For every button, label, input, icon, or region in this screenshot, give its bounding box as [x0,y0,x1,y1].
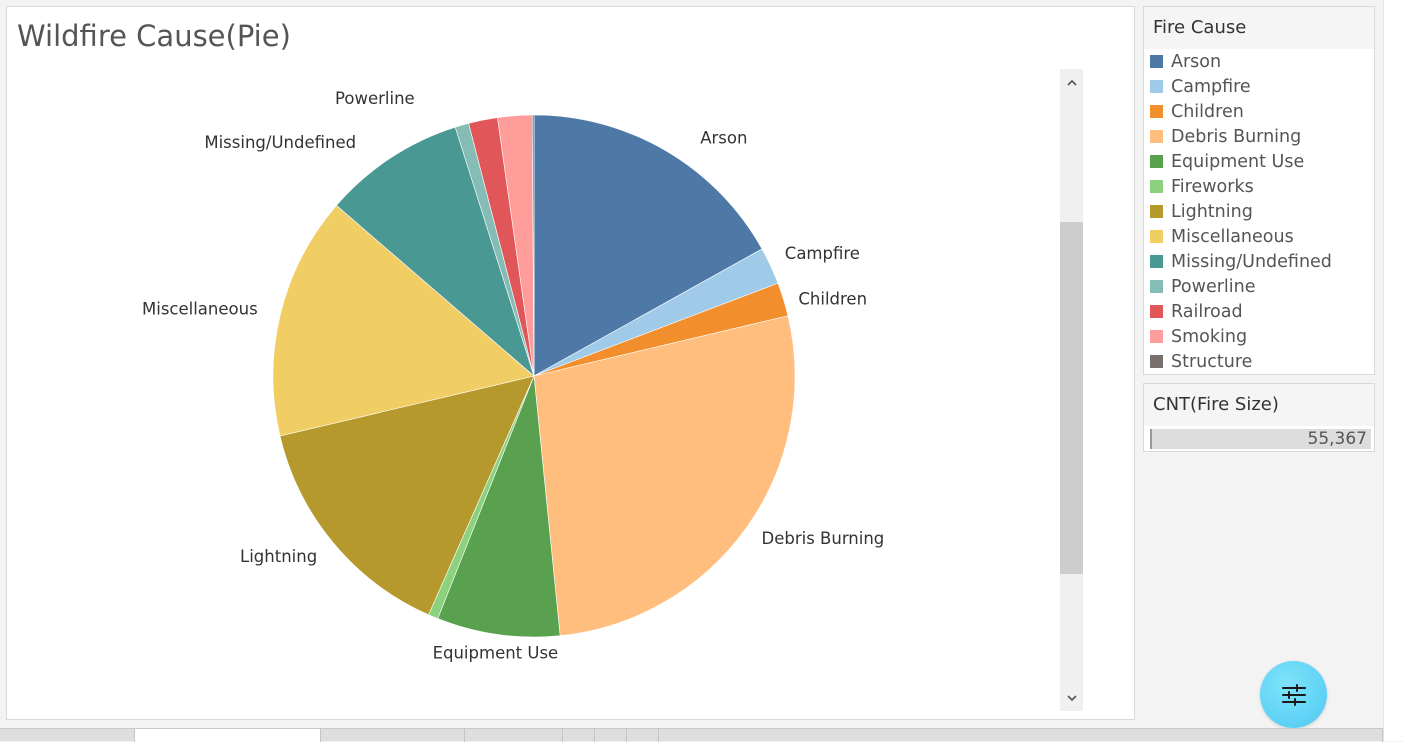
measure-title: CNT(Fire Size) [1144,384,1374,426]
legend-label: Arson [1171,51,1222,72]
pie-slice-equipment-use[interactable] [437,375,561,638]
sheet-tab[interactable] [659,729,1383,742]
legend-item-campfire[interactable]: Campfire [1150,74,1251,99]
chevron-down-icon[interactable] [1060,687,1083,709]
legend-item-missing-undefined[interactable]: Missing/Undefined [1150,249,1332,274]
pie-slice-debris-burning[interactable] [533,315,796,637]
legend-label: Children [1171,101,1244,122]
legend-swatch [1150,130,1163,143]
filter-fab-button[interactable] [1260,661,1327,728]
pie-slice-missing-undefined[interactable] [336,126,535,377]
legend-item-children[interactable]: Children [1150,99,1244,124]
slice-label-children: Children [798,290,867,309]
legend-item-fireworks[interactable]: Fireworks [1150,174,1254,199]
sliders-icon [1281,683,1306,706]
legend-item-smoking[interactable]: Smoking [1150,324,1247,349]
legend-label: Miscellaneous [1171,226,1294,247]
legend-swatch [1150,230,1163,243]
sheet-tab-active[interactable] [135,729,321,742]
pie-slice-lightning[interactable] [279,375,535,616]
legend-item-debris-burning[interactable]: Debris Burning [1150,124,1301,149]
viz-panel: Wildfire Cause(Pie) Arson Campfire Childre… [6,6,1135,720]
right-edge-strip [1383,0,1404,741]
legend-item-equipment-use[interactable]: Equipment Use [1150,149,1304,174]
legend-swatch [1150,155,1163,168]
legend-swatch [1150,205,1163,218]
measure-value: 55,367 [1307,429,1367,449]
chart-title: Wildfire Cause(Pie) [17,19,291,53]
legend-title: Fire Cause [1144,7,1374,49]
legend-swatch [1150,105,1163,118]
sheet-tab[interactable] [321,729,465,742]
slice-label-equipment-use: Equipment Use [433,644,559,663]
legend-label: Debris Burning [1171,126,1302,147]
slice-label-powerline: Powerline [335,89,415,108]
pie-slice-arson[interactable] [533,114,763,377]
sheet-tab[interactable] [465,729,563,742]
legend-swatch [1150,280,1163,293]
legend-item-arson[interactable]: Arson [1150,49,1221,74]
legend-label: Lightning [1171,201,1253,222]
legend-label: Powerline [1171,276,1256,297]
slice-label-campfire: Campfire [785,244,860,263]
slice-label-miscellaneous: Miscellaneous [142,299,258,318]
legend-swatch [1150,55,1163,68]
measure-bar: 55,367 [1150,429,1371,449]
vertical-scrollbar[interactable] [1060,69,1083,711]
pie-chart: Arson Campfire Children Debris Burning Equip… [142,89,885,663]
legend-swatch [1150,255,1163,268]
legend-label: Missing/Undefined [1171,251,1332,272]
legend-item-powerline[interactable]: Powerline [1150,274,1256,299]
slice-label-debris-burning: Debris Burning [762,529,885,548]
sheet-tab[interactable] [595,729,627,742]
legend-panel: Fire Cause Arson Campfire Children Debris B… [1143,6,1375,375]
slice-label-missing-undefined: Missing/Undefined [204,133,356,152]
scrollbar-thumb[interactable] [1060,222,1083,574]
legend-swatch [1150,180,1163,193]
legend-label: Railroad [1171,301,1243,322]
legend-label: Structure [1171,351,1253,372]
pie-slice-miscellaneous[interactable] [272,204,535,437]
sheet-tab[interactable] [563,729,595,742]
legend-label: Fireworks [1171,176,1254,197]
legend-swatch [1150,80,1163,93]
legend-label: Equipment Use [1171,151,1305,172]
legend-item-lightning[interactable]: Lightning [1150,199,1253,224]
sheet-tab-bar [0,728,1383,742]
legend-label: Smoking [1171,326,1248,347]
legend-item-structure[interactable]: Structure [1150,349,1252,374]
sheet-tab[interactable] [0,729,135,742]
legend-item-railroad[interactable]: Railroad [1150,299,1243,324]
legend-label: Campfire [1171,76,1251,97]
legend-swatch [1150,355,1163,368]
legend-swatch [1150,305,1163,318]
chevron-up-icon[interactable] [1060,71,1083,93]
measure-panel: CNT(Fire Size) 55,367 [1143,383,1375,452]
legend-item-miscellaneous[interactable]: Miscellaneous [1150,224,1294,249]
legend-swatch [1150,330,1163,343]
slice-label-lightning: Lightning [240,547,317,566]
pie-slice-structure[interactable] [531,114,535,377]
slice-label-arson: Arson [700,129,747,148]
sheet-tab[interactable] [627,729,659,742]
